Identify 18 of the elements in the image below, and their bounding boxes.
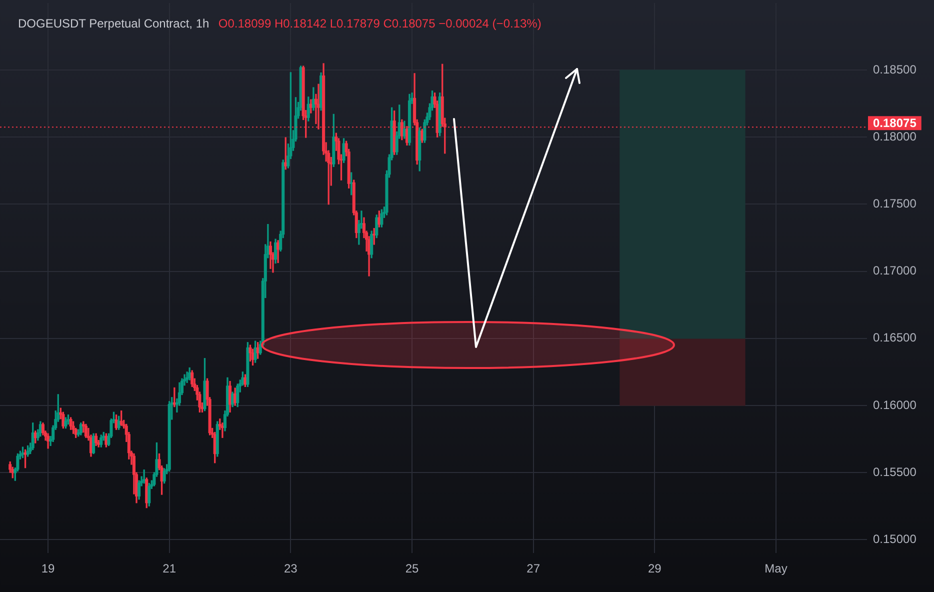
y-tick-label: 0.16500 <box>873 330 917 345</box>
y-tick-label: 0.17000 <box>873 264 917 278</box>
x-tick-label: 29 <box>648 562 662 576</box>
y-tick-label: 0.15000 <box>873 532 917 546</box>
y-tick-label: 0.17500 <box>873 196 917 211</box>
y-tick-label: 0.16000 <box>873 398 917 412</box>
x-tick-label: 23 <box>284 562 298 576</box>
text: DOGEUSDT Perpetual Contract, 1h <box>18 16 210 30</box>
x-tick-label: 19 <box>41 562 56 576</box>
y-tick-label: 0.18000 <box>873 129 917 144</box>
x-tick-label: 21 <box>162 562 176 576</box>
x-tick-label: 27 <box>526 562 540 576</box>
y-tick-label: 0.18500 <box>873 62 917 76</box>
ref-line-label: 0.18075 <box>873 116 917 130</box>
x-tick-label: 25 <box>405 562 420 576</box>
x-tick-label: May <box>764 562 788 576</box>
text: O0.18099 H0.18142 L0.17879 C0.18075 −0.00024 (−0.13%) <box>218 16 542 30</box>
y-tick-label: 0.15500 <box>873 464 917 479</box>
